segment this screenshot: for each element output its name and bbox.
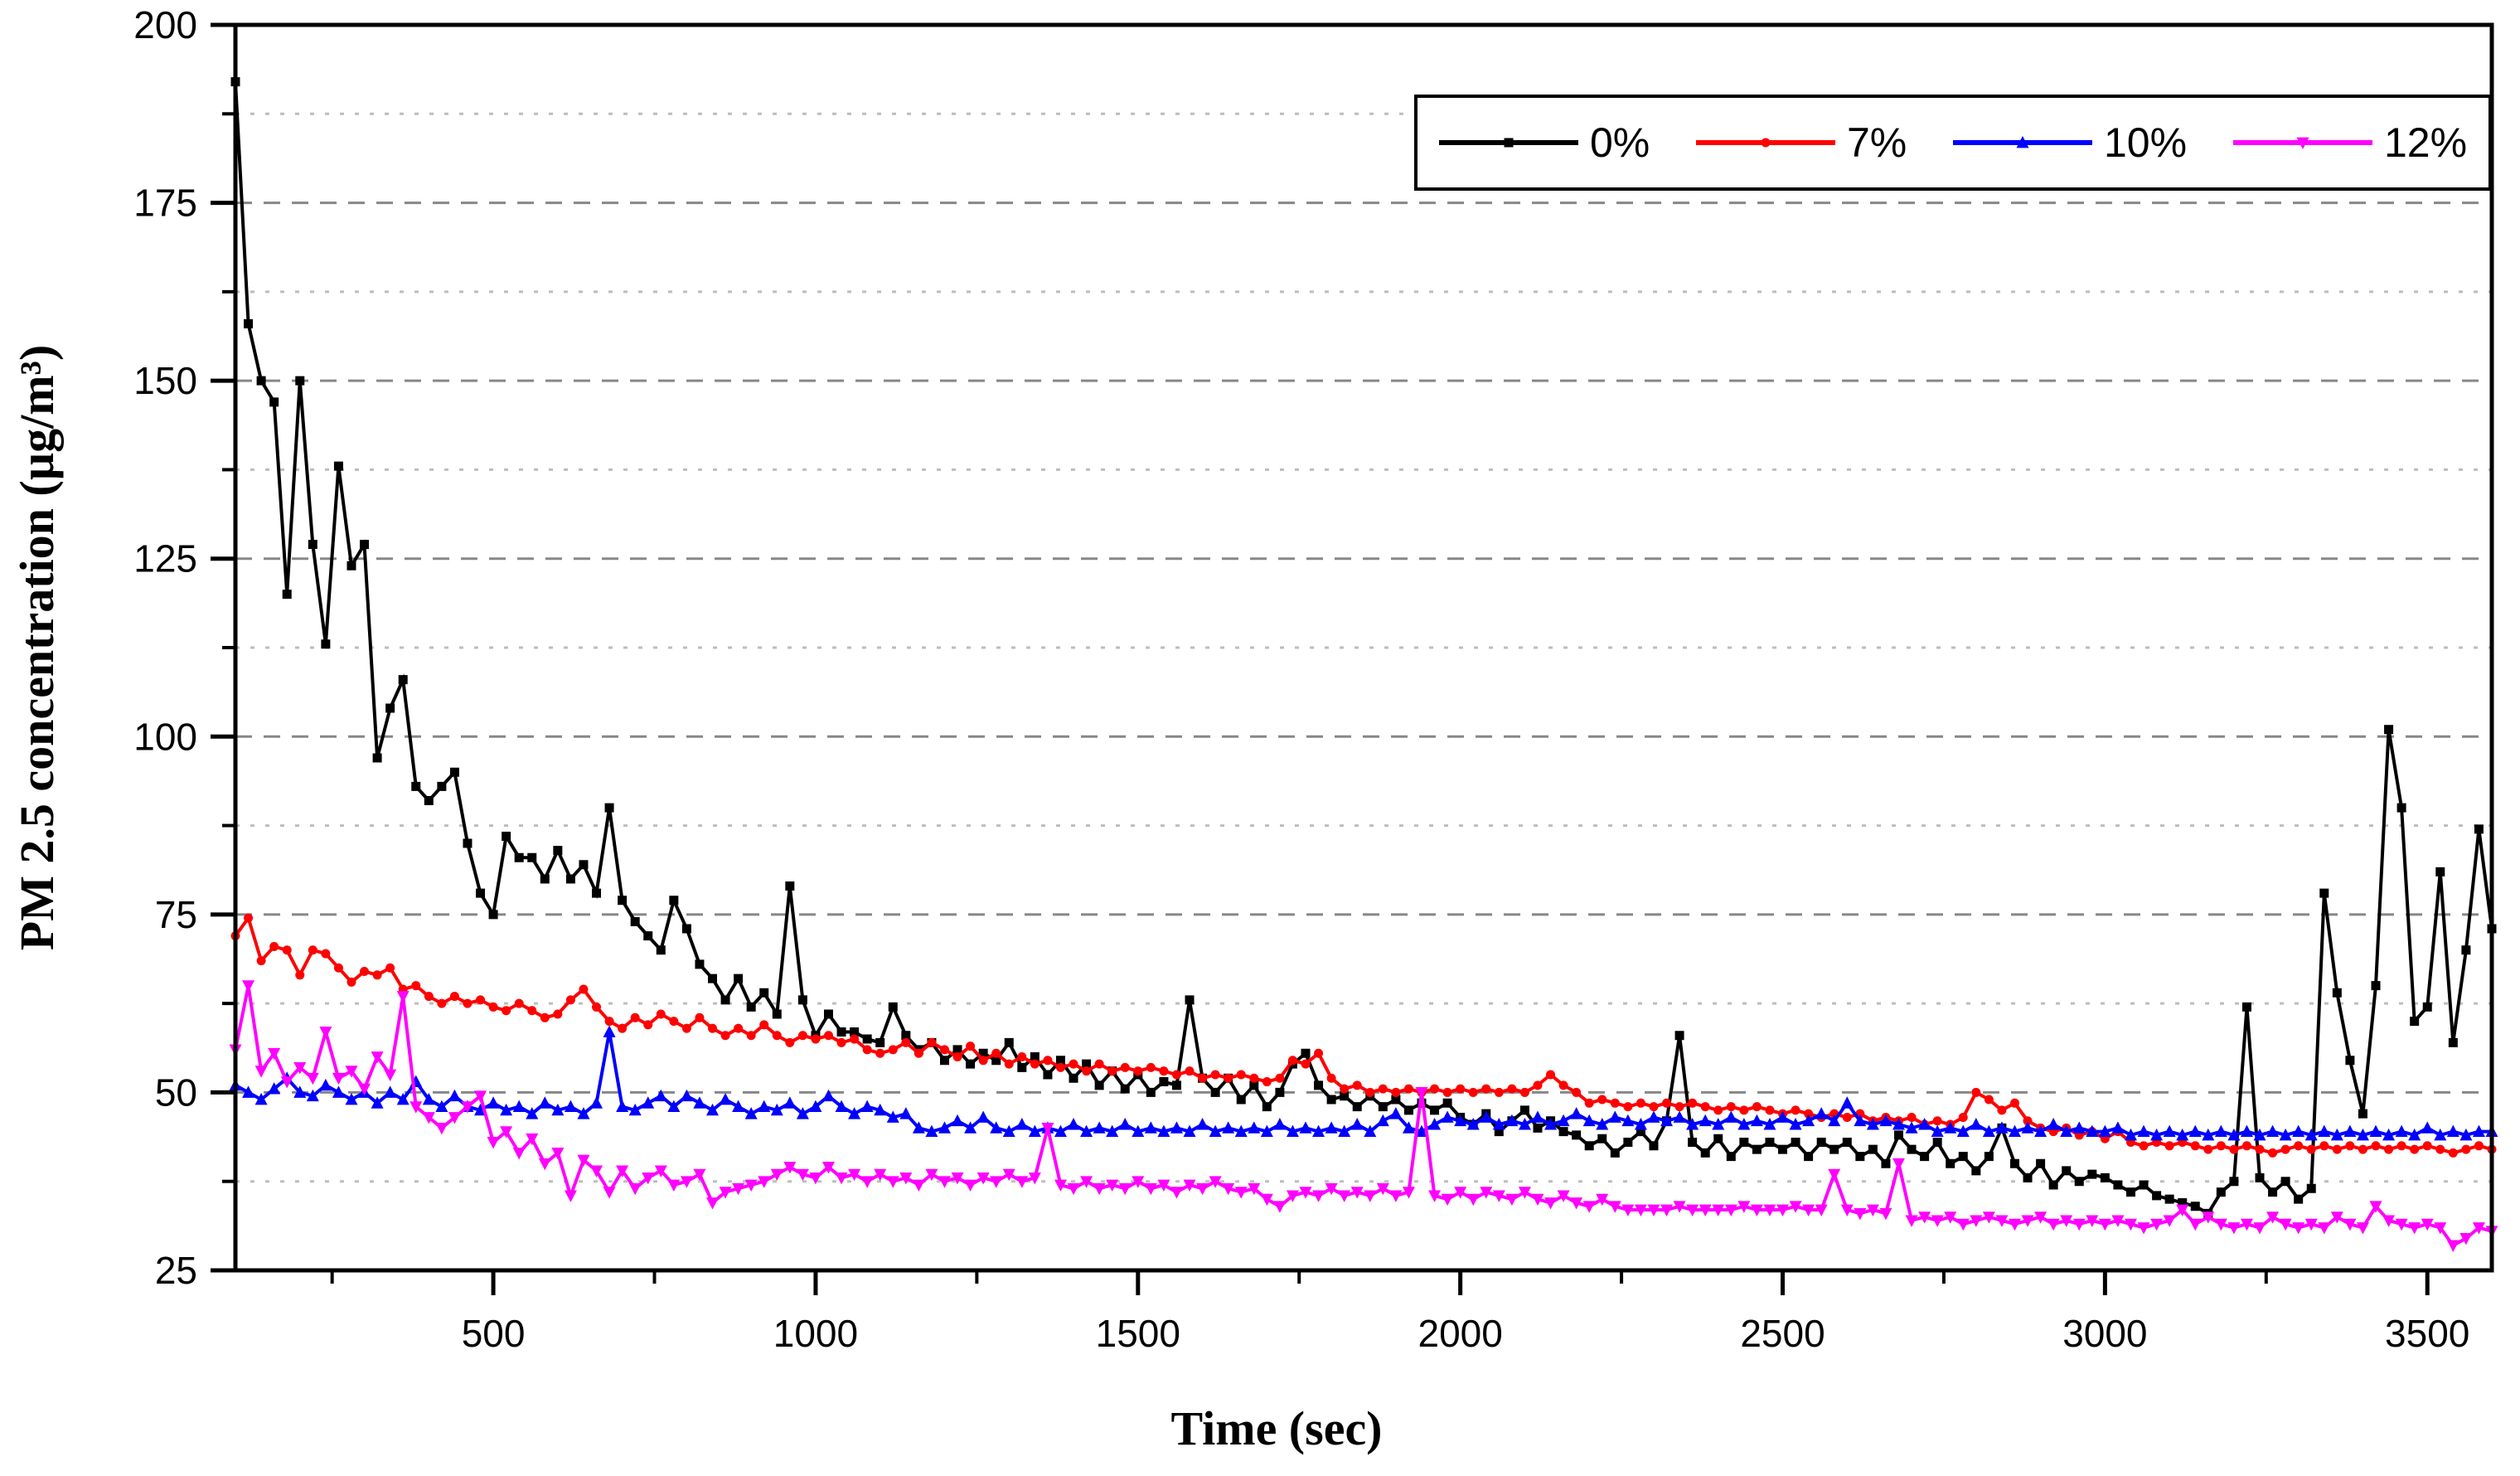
tick-labels: 500 1000 1500 2000 2500 3000 3500 25 50 75 100 125 1… <box>133 3 2469 1355</box>
y-tick-label: 125 <box>133 537 197 580</box>
legend-label: 12% <box>2384 119 2467 166</box>
series-line-12% <box>234 985 2493 1248</box>
series-0% <box>230 77 2497 1218</box>
series-markers-0% <box>230 77 2497 1218</box>
series-line-10% <box>235 1032 2492 1138</box>
legend-item-12%: 12% <box>2233 119 2467 166</box>
series-markers-10% <box>229 1025 2498 1141</box>
series-line-7% <box>234 914 2493 1155</box>
y-axis-title: PM 2.5 concentration (µg/m³) <box>10 345 64 951</box>
axes <box>211 22 2494 1295</box>
legend-item-0%: 0% <box>1439 119 1650 166</box>
series-10% <box>229 1025 2498 1141</box>
data-series <box>229 77 2498 1252</box>
legend-marker-triangle-down-icon <box>2296 137 2309 149</box>
gridlines <box>235 112 2492 1183</box>
x-tick-label: 2000 <box>1418 1312 1502 1355</box>
x-tick-label: 500 <box>462 1312 526 1355</box>
legend-item-7%: 7% <box>1696 119 1907 166</box>
y-tick-label: 75 <box>155 893 197 936</box>
series-12% <box>229 980 2498 1252</box>
x-tick-label: 1500 <box>1096 1312 1180 1355</box>
plot-border <box>233 22 2494 1273</box>
legend-marker-circle-icon <box>1761 138 1771 148</box>
legend-label: 10% <box>2104 119 2187 166</box>
x-tick-label: 2500 <box>1740 1312 1825 1355</box>
legend-marker-square-icon <box>1504 138 1514 148</box>
legend-item-10%: 10% <box>1953 119 2187 166</box>
series-markers-7% <box>230 913 2497 1158</box>
legend-marker-triangle-up-icon <box>2016 136 2029 148</box>
y-tick-label: 25 <box>155 1249 197 1292</box>
x-tick-label: 1000 <box>773 1312 858 1355</box>
y-tick-label: 100 <box>133 715 197 758</box>
series-7% <box>230 913 2497 1158</box>
series-markers-12% <box>229 980 2498 1252</box>
y-tick-label: 150 <box>133 359 197 402</box>
y-tick-label: 200 <box>133 3 197 46</box>
x-axis-title: Time (sec) <box>1171 1401 1383 1455</box>
x-tick-label: 3500 <box>2385 1312 2469 1355</box>
y-tick-label: 175 <box>133 182 197 225</box>
y-tick-label: 50 <box>155 1071 197 1114</box>
legend-label: 7% <box>1847 119 1907 166</box>
x-tick-label: 3000 <box>2062 1312 2147 1355</box>
legend: 0% 7% 10% 12% <box>1414 95 2492 191</box>
series-line-0% <box>234 81 2493 1216</box>
legend-label: 0% <box>1590 119 1650 166</box>
